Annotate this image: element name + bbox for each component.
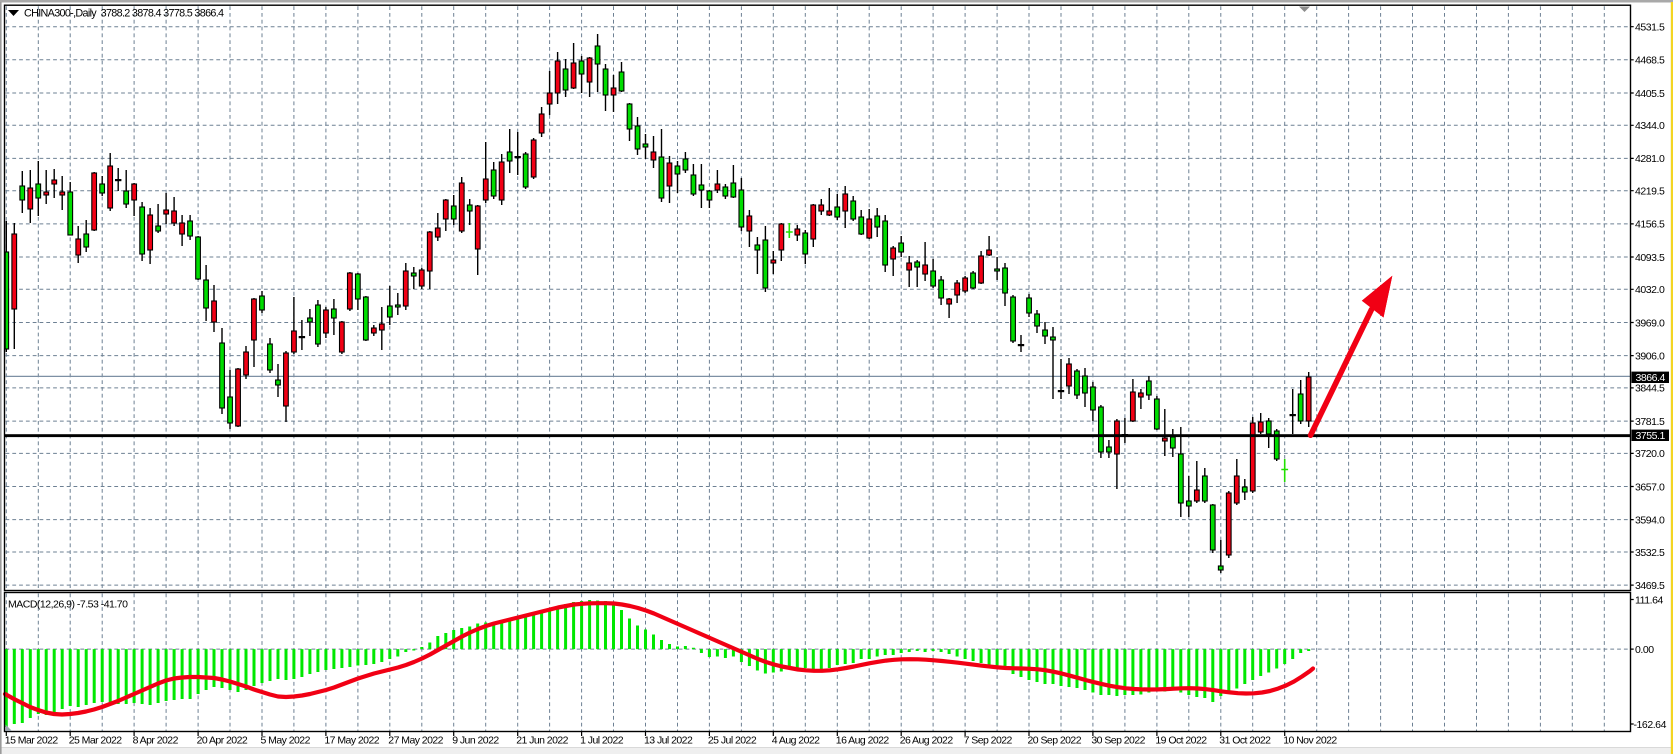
svg-text:4405.5: 4405.5 — [1635, 88, 1665, 100]
svg-text:4281.0: 4281.0 — [1635, 153, 1665, 165]
svg-text:5 May 2022: 5 May 2022 — [261, 735, 311, 747]
svg-text:3969.0: 3969.0 — [1635, 317, 1665, 329]
svg-text:30 Sep 2022: 30 Sep 2022 — [1091, 735, 1145, 747]
svg-text:3755.1: 3755.1 — [1636, 430, 1666, 442]
svg-text:3781.5: 3781.5 — [1635, 416, 1665, 428]
svg-text:3657.0: 3657.0 — [1635, 481, 1665, 493]
svg-text:MACD(12,26,9) -7.53 -41.70: MACD(12,26,9) -7.53 -41.70 — [8, 599, 128, 611]
svg-text:3844.5: 3844.5 — [1635, 383, 1665, 395]
svg-text:15 Mar 2022: 15 Mar 2022 — [5, 735, 59, 747]
svg-text:4344.0: 4344.0 — [1635, 120, 1665, 132]
svg-text:13 Jul 2022: 13 Jul 2022 — [644, 735, 693, 747]
svg-text:21 Jun 2022: 21 Jun 2022 — [516, 735, 568, 747]
svg-text:10 Nov 2022: 10 Nov 2022 — [1283, 735, 1337, 747]
svg-text:9 Jun 2022: 9 Jun 2022 — [452, 735, 499, 747]
svg-text:25 Jul 2022: 25 Jul 2022 — [708, 735, 757, 747]
svg-text:8 Apr 2022: 8 Apr 2022 — [133, 735, 179, 747]
svg-text:7 Sep 2022: 7 Sep 2022 — [964, 735, 1013, 747]
svg-text:20 Sep 2022: 20 Sep 2022 — [1028, 735, 1082, 747]
svg-text:CHINA300-,Daily 3788.2 3878.4: CHINA300-,Daily 3788.2 3878.4 3778.5 386… — [24, 7, 224, 19]
svg-text:3469.5: 3469.5 — [1635, 580, 1665, 592]
svg-text:20 Apr 2022: 20 Apr 2022 — [197, 735, 248, 747]
svg-text:4156.5: 4156.5 — [1635, 219, 1665, 231]
svg-text:-162.64: -162.64 — [1634, 719, 1667, 731]
svg-text:4468.5: 4468.5 — [1635, 55, 1665, 67]
svg-text:111.64: 111.64 — [1635, 594, 1663, 606]
svg-text:27 May 2022: 27 May 2022 — [388, 735, 443, 747]
svg-text:16 Aug 2022: 16 Aug 2022 — [836, 735, 890, 747]
svg-text:3906.0: 3906.0 — [1635, 350, 1665, 362]
svg-text:19 Oct 2022: 19 Oct 2022 — [1155, 735, 1207, 747]
svg-text:31 Oct 2022: 31 Oct 2022 — [1219, 735, 1271, 747]
svg-text:0.00: 0.00 — [1635, 644, 1654, 656]
svg-text:4219.5: 4219.5 — [1635, 186, 1665, 198]
svg-text:17 May 2022: 17 May 2022 — [324, 735, 379, 747]
svg-text:1 Jul 2022: 1 Jul 2022 — [580, 735, 624, 747]
svg-text:3866.4: 3866.4 — [1636, 372, 1666, 384]
svg-text:4531.5: 4531.5 — [1635, 22, 1665, 34]
svg-text:4 Aug 2022: 4 Aug 2022 — [772, 735, 820, 747]
svg-text:3720.0: 3720.0 — [1635, 448, 1665, 460]
svg-text:26 Aug 2022: 26 Aug 2022 — [900, 735, 954, 747]
svg-text:3532.5: 3532.5 — [1635, 547, 1665, 559]
svg-text:4032.0: 4032.0 — [1635, 284, 1665, 296]
svg-text:25 Mar 2022: 25 Mar 2022 — [69, 735, 123, 747]
svg-text:3594.0: 3594.0 — [1635, 514, 1665, 526]
svg-text:4093.5: 4093.5 — [1635, 252, 1665, 264]
